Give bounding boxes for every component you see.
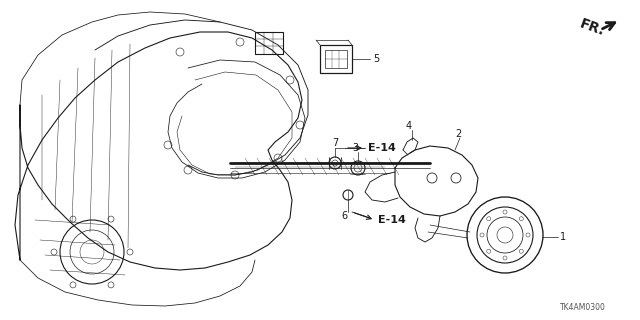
Text: 2: 2 <box>455 129 461 139</box>
Text: FR.: FR. <box>578 17 607 39</box>
Text: 3: 3 <box>352 143 358 153</box>
Text: E-14: E-14 <box>368 143 396 153</box>
Text: 4: 4 <box>406 121 412 131</box>
Text: 1: 1 <box>560 232 566 242</box>
Text: 5: 5 <box>373 54 380 64</box>
Text: 6: 6 <box>341 211 347 221</box>
Text: 7: 7 <box>332 138 338 148</box>
Text: TK4AM0300: TK4AM0300 <box>560 303 606 313</box>
Text: E-14: E-14 <box>378 215 406 225</box>
